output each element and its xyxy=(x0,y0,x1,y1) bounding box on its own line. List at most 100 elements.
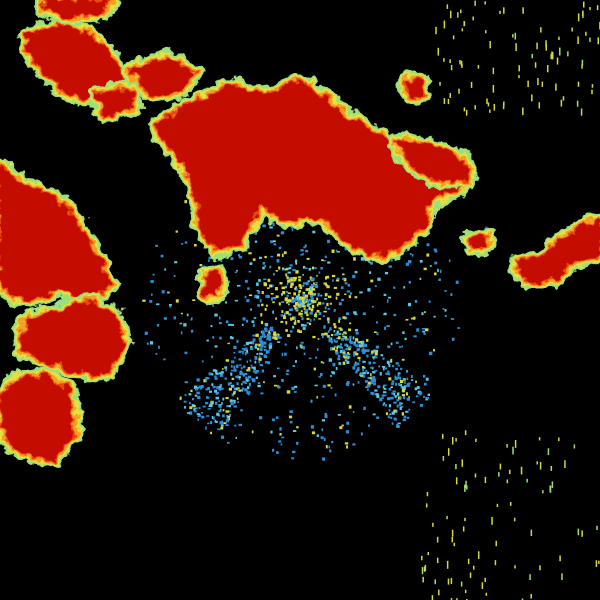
storm-cell xyxy=(0,157,118,308)
clutter-echo xyxy=(246,390,249,395)
clutter-echo xyxy=(281,292,283,296)
clutter-echo xyxy=(237,284,241,287)
speckle-echo xyxy=(472,565,475,570)
clutter-echo xyxy=(426,253,430,257)
clutter-echo xyxy=(408,382,411,385)
clutter-echo xyxy=(376,416,380,419)
speckle-echo xyxy=(450,597,453,600)
speckle-echo xyxy=(498,472,500,477)
speckle-echo xyxy=(538,102,541,109)
speckle-echo xyxy=(567,51,569,57)
clutter-echo xyxy=(281,286,285,290)
speckle-echo xyxy=(531,94,533,102)
speckle-echo xyxy=(526,478,528,483)
clutter-echo xyxy=(383,402,386,405)
clutter-echo xyxy=(191,317,193,320)
clutter-echo xyxy=(230,402,234,406)
clutter-echo xyxy=(214,419,217,423)
clutter-echo xyxy=(173,316,176,320)
clutter-echo xyxy=(394,395,397,399)
clutter-echo xyxy=(269,265,272,269)
clutter-echo xyxy=(296,298,299,301)
clutter-echo xyxy=(352,336,355,340)
clutter-echo xyxy=(150,280,154,283)
clutter-echo xyxy=(309,312,313,315)
clutter-echo xyxy=(370,261,373,265)
clutter-echo xyxy=(433,349,436,352)
clutter-echo xyxy=(300,341,304,344)
clutter-echo xyxy=(406,371,409,373)
clutter-echo xyxy=(273,243,277,246)
clutter-echo xyxy=(300,315,303,317)
clutter-echo xyxy=(289,330,293,333)
clutter-echo xyxy=(412,316,416,320)
clutter-echo xyxy=(229,405,232,408)
clutter-echo xyxy=(295,259,298,263)
clutter-echo xyxy=(341,333,344,336)
clutter-echo xyxy=(207,387,210,390)
clutter-echo xyxy=(306,317,310,320)
clutter-echo xyxy=(247,244,250,248)
clutter-echo xyxy=(317,293,320,297)
clutter-echo xyxy=(303,308,306,310)
clutter-echo xyxy=(270,255,273,258)
clutter-echo xyxy=(258,355,261,359)
clutter-echo xyxy=(293,304,296,308)
clutter-echo xyxy=(425,377,429,381)
precipitation-cells xyxy=(0,0,600,468)
clutter-echo xyxy=(220,371,224,374)
clutter-echo xyxy=(225,424,229,427)
clutter-echo xyxy=(390,386,393,389)
storm-cell xyxy=(387,132,478,190)
clutter-echo xyxy=(278,385,281,389)
clutter-echo xyxy=(364,350,367,353)
clutter-echo xyxy=(293,430,297,433)
clutter-echo xyxy=(267,361,271,365)
clutter-echo xyxy=(274,297,277,300)
speckle-echo xyxy=(465,480,467,489)
speckle-echo xyxy=(484,476,487,484)
clutter-echo xyxy=(273,273,275,276)
clutter-echo xyxy=(293,321,297,325)
clutter-echo xyxy=(405,262,409,266)
clutter-echo xyxy=(258,360,261,364)
clutter-echo xyxy=(297,276,302,278)
clutter-echo xyxy=(277,253,281,257)
clutter-echo xyxy=(254,294,258,298)
clutter-echo xyxy=(338,345,343,349)
clutter-echo xyxy=(344,293,347,296)
clutter-echo xyxy=(281,379,284,382)
clutter-echo xyxy=(392,390,396,393)
clutter-echo xyxy=(354,296,358,299)
clutter-echo xyxy=(322,457,326,461)
clutter-echo xyxy=(326,285,330,289)
speckle-echo xyxy=(455,464,457,470)
clutter-echo xyxy=(252,378,256,383)
clutter-echo xyxy=(179,322,183,325)
speckle-echo xyxy=(447,448,450,456)
speckle-echo xyxy=(463,21,466,26)
clutter-echo xyxy=(298,312,302,316)
speckle-echo xyxy=(493,103,496,111)
clutter-echo xyxy=(242,380,246,384)
clutter-echo xyxy=(244,382,248,385)
clutter-echo xyxy=(433,248,437,252)
clutter-echo xyxy=(304,244,307,248)
clutter-echo xyxy=(370,279,374,283)
clutter-echo xyxy=(335,349,338,353)
clutter-echo xyxy=(225,359,229,362)
clutter-echo xyxy=(387,397,391,401)
clutter-echo xyxy=(379,397,383,402)
speckle-echo xyxy=(469,572,472,578)
clutter-echo xyxy=(341,338,345,341)
clutter-echo xyxy=(388,377,392,381)
clutter-echo xyxy=(227,323,232,326)
clutter-echo xyxy=(322,384,326,387)
clutter-echo xyxy=(258,343,261,347)
clutter-echo xyxy=(234,356,236,359)
clutter-echo xyxy=(286,390,291,394)
clutter-echo xyxy=(336,251,340,253)
speckle-echo xyxy=(467,558,470,565)
speckle-echo xyxy=(530,593,532,599)
clutter-echo xyxy=(175,299,179,303)
